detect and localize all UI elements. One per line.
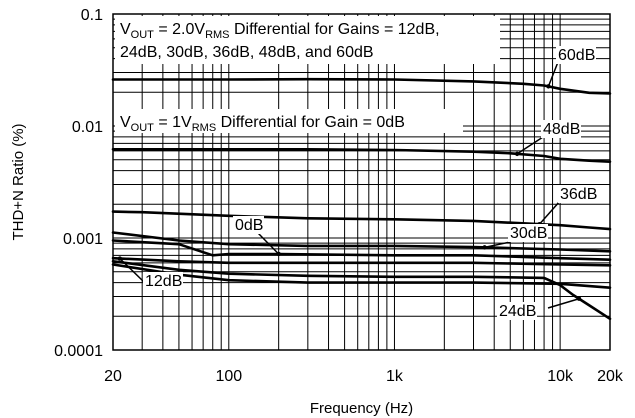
- annotation-line-3: VOUT = 1VRMS Differential for Gain = 0dB: [120, 114, 405, 134]
- series-line: [111, 210, 612, 231]
- callout-label: 30dB: [510, 225, 547, 242]
- x-axis-title: Frequency (Hz): [310, 400, 413, 417]
- series-lines: [111, 77, 612, 321]
- callout-arrowhead: [546, 84, 551, 89]
- callout-arrowhead: [514, 151, 520, 157]
- callout-background: [558, 185, 598, 203]
- x-tick-label: 10k: [547, 368, 574, 385]
- y-tick-label: 0.01: [72, 119, 103, 136]
- callout-label: 36dB: [560, 186, 597, 203]
- series-line: [111, 263, 612, 290]
- callout-background: [556, 46, 596, 64]
- callout-arrowhead: [576, 296, 582, 301]
- x-tick-label: 100: [215, 368, 242, 385]
- series-line: [111, 256, 612, 267]
- y-axis-title: THD+N Ratio (%): [10, 123, 27, 240]
- x-tick-label: 20: [104, 368, 122, 385]
- series-line: [111, 231, 612, 253]
- callout-label: 12dB: [145, 273, 182, 290]
- grid: [113, 14, 610, 350]
- callout-leader: [547, 61, 559, 87]
- y-tick-label: 0.1: [81, 7, 103, 24]
- callout-label: 0dB: [235, 217, 263, 234]
- callout-label: 60dB: [558, 47, 595, 64]
- callout-leader: [119, 257, 146, 284]
- callout-leader: [484, 241, 511, 249]
- callout-leader: [538, 200, 561, 225]
- callout-arrowhead: [482, 245, 487, 250]
- callouts: 60dB 48dB 36dB 30dB 0dB 12dB 24dB: [117, 46, 598, 320]
- annotations: VOUT = 2.0VRMS Differential for Gains = …: [115, 16, 500, 134]
- callout-arrowhead: [117, 256, 123, 261]
- series-line: [111, 77, 612, 95]
- callout-background: [508, 224, 548, 242]
- callout-label: 48dB: [543, 121, 580, 138]
- y-tick-label: 0.001: [63, 231, 103, 248]
- callout-background: [143, 272, 183, 290]
- series-line: [111, 148, 612, 163]
- callout-leader: [516, 136, 544, 155]
- callout-leader: [256, 231, 280, 255]
- plot-frame: [112, 13, 611, 351]
- callout-leader: [547, 298, 580, 309]
- callout-background: [497, 302, 537, 320]
- callout-arrowhead: [276, 251, 281, 257]
- annotation-box: [115, 16, 500, 64]
- callout-background: [541, 120, 581, 138]
- callout-label: 24dB: [499, 303, 536, 320]
- x-tick-label: 20k: [597, 368, 624, 385]
- annotation-line-1: VOUT = 2.0VRMS Differential for Gains = …: [120, 21, 440, 41]
- annotation-line-2: 24dB, 30dB, 36dB, 48dB, and 60dB: [120, 44, 374, 61]
- y-tick-label: 0.0001: [54, 343, 103, 360]
- x-tick-label: 1k: [386, 368, 404, 385]
- callout-background: [233, 216, 264, 234]
- tick-labels: 20 100 1k 10k 20k 0.1 0.01 0.001 0.0001: [54, 7, 624, 385]
- annotation-box: [115, 109, 463, 133]
